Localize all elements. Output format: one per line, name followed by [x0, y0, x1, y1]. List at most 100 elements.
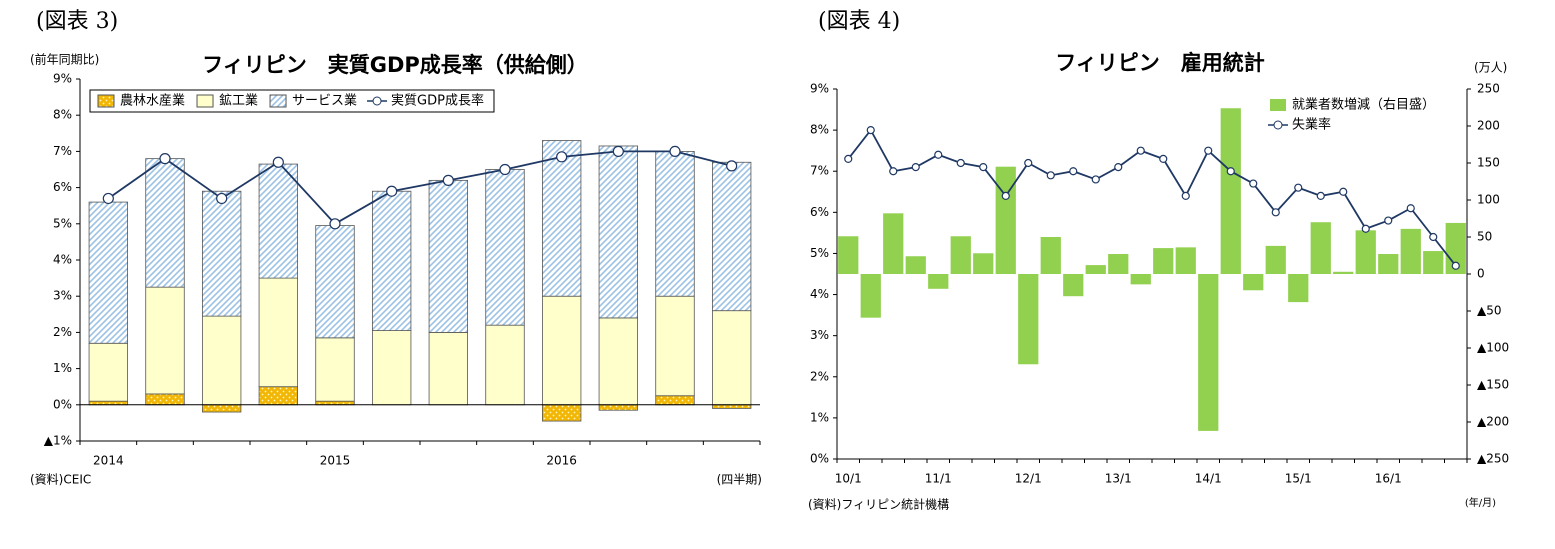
chart-title: フィリピン 実質GDP成長率（供給側）	[202, 53, 588, 77]
line-marker	[866, 126, 875, 135]
bar	[1378, 254, 1399, 274]
x-tick-label: 13/1	[1105, 472, 1132, 486]
x-tick-label: 2015	[320, 454, 351, 468]
bar	[1108, 254, 1129, 274]
bar	[1333, 271, 1354, 274]
x-tick-label: 11/1	[925, 472, 952, 486]
bar	[542, 140, 582, 297]
y2-tick-label: 100	[1477, 193, 1500, 207]
y-tick-label: ▲1%	[44, 434, 72, 448]
line-marker	[216, 192, 228, 205]
bar	[1288, 274, 1309, 303]
line-marker	[1046, 171, 1055, 180]
line-marker	[499, 163, 511, 176]
y2-tick-label: 0	[1477, 267, 1485, 281]
line-marker	[272, 156, 284, 168]
x-tick-label: 2014	[93, 454, 124, 468]
bar	[598, 404, 638, 411]
line-marker	[1159, 154, 1168, 163]
bar	[1085, 265, 1106, 274]
bar	[1040, 237, 1061, 274]
line-marker	[956, 158, 965, 168]
bar	[258, 386, 299, 406]
line-marker	[1069, 167, 1078, 176]
y2-tick-label: 200	[1477, 119, 1500, 133]
bar	[995, 166, 1016, 274]
y-tick-label: 9%	[810, 82, 829, 96]
y-tick-label: 5%	[810, 246, 829, 260]
bar	[1130, 274, 1151, 285]
legend-swatch	[1270, 99, 1286, 111]
y-tick-label: 5%	[53, 216, 72, 230]
line	[107, 150, 732, 225]
bar	[145, 393, 185, 406]
line-marker	[911, 163, 920, 172]
bar	[1423, 251, 1444, 274]
bar	[371, 190, 412, 331]
legend-swatch	[1273, 120, 1283, 130]
bar	[315, 225, 355, 339]
legend-swatch	[196, 94, 214, 108]
y-tick-label: 2%	[53, 325, 72, 339]
line-marker	[556, 151, 568, 163]
bar	[712, 161, 752, 312]
legend-box	[1262, 94, 1444, 137]
legend-swatch	[269, 94, 287, 108]
y-tick-label: 4%	[53, 253, 72, 267]
line-marker	[726, 160, 738, 172]
legend-label: サービス業	[292, 93, 357, 109]
line-marker	[934, 150, 943, 159]
y-tick-label: 0%	[810, 452, 829, 466]
legend-label: 就業者数増減（右目盛）	[1292, 97, 1435, 113]
bar	[315, 400, 355, 406]
legend-swatch	[372, 96, 382, 106]
bar	[542, 404, 582, 422]
y-tick-label: 3%	[810, 328, 829, 342]
bar	[1220, 108, 1241, 275]
legend-label: 農林水産業	[120, 93, 185, 109]
line-marker	[1024, 158, 1033, 168]
line-marker	[1294, 183, 1303, 192]
y-tick-label: 3%	[53, 289, 72, 303]
bar	[905, 256, 926, 274]
chart-title: フィリピン 雇用統計	[1055, 51, 1265, 75]
bar	[258, 163, 299, 279]
line-marker	[1429, 232, 1438, 242]
figure-label: (図表 4)	[818, 9, 900, 34]
bar	[1400, 228, 1421, 274]
line-marker	[442, 174, 454, 186]
line-marker	[386, 185, 398, 197]
bar	[1445, 222, 1466, 274]
bar	[1243, 274, 1264, 291]
bar	[88, 400, 128, 406]
bar	[973, 253, 994, 274]
y2-tick-label: ▲50	[1477, 304, 1502, 318]
y2-tick-label: 250	[1477, 82, 1500, 96]
legend-label: 実質GDP成長率	[391, 93, 484, 109]
bar	[1063, 274, 1084, 297]
x-unit: (四半期)	[717, 473, 762, 487]
bar	[950, 236, 971, 274]
y-tick-label: 9%	[53, 72, 72, 86]
line-marker	[1406, 204, 1415, 213]
legend-label: 鉱工業	[219, 93, 258, 109]
y2-unit: (万人)	[1474, 61, 1507, 75]
y2-tick-label: ▲100	[1477, 341, 1509, 355]
y-tick-label: 7%	[53, 144, 72, 158]
line-marker	[159, 153, 171, 165]
line-marker	[1249, 179, 1258, 188]
line-marker	[1136, 146, 1145, 155]
y-tick-label: 8%	[53, 108, 72, 122]
x-tick-label: 14/1	[1195, 472, 1222, 486]
bar	[928, 274, 949, 289]
line-marker	[1384, 216, 1393, 225]
x-tick-label: 12/1	[1015, 472, 1042, 486]
x-unit: (年/月)	[1465, 496, 1496, 509]
bar	[428, 179, 469, 333]
source: (資料)CEIC	[30, 473, 91, 487]
line-marker	[1181, 191, 1190, 200]
source: (資料)フィリピン統計機構	[808, 497, 949, 512]
bar	[485, 324, 525, 406]
line-marker	[1114, 163, 1123, 172]
